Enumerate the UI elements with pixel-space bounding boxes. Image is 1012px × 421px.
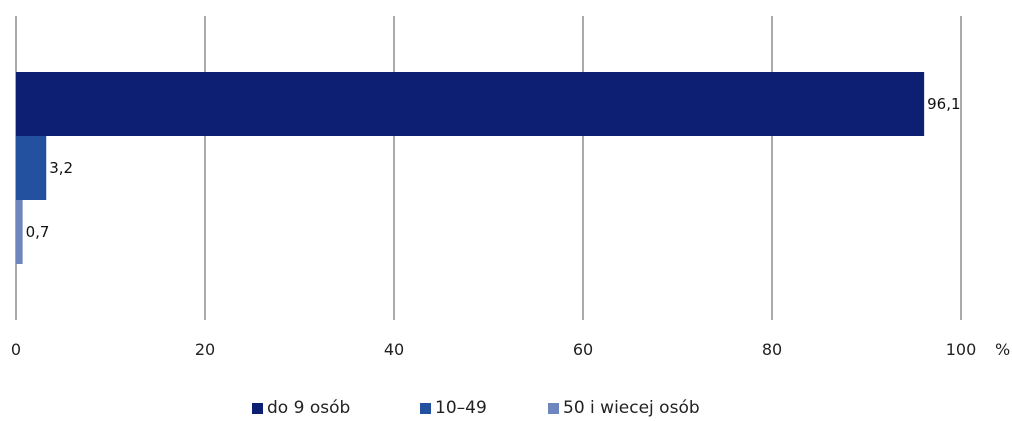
x-axis-ticks: 0 20 40 60 80 100 (11, 340, 976, 359)
legend-label-series-1: do 9 osób (267, 398, 351, 418)
bar-series-3 (16, 200, 23, 264)
data-label-series-2: 3,2 (49, 159, 73, 177)
legend-swatch-series-1 (252, 402, 263, 414)
legend-item-series-1: do 9 osób (252, 398, 350, 418)
x-tick-label-60: 60 (573, 340, 593, 359)
bar-chart: 96,1 3,2 0,7 0 20 40 60 80 100 % (11, 16, 1010, 359)
x-tick-label-40: 40 (384, 340, 404, 359)
legend-item-series-2: 10–49 (420, 398, 487, 418)
x-tick-label-100: 100 (946, 340, 977, 359)
data-labels: 96,1 3,2 0,7 (26, 95, 961, 241)
legend-label-series-2: 10–49 (435, 398, 487, 418)
bars (16, 72, 925, 264)
gridlines (15, 16, 962, 320)
data-label-series-1: 96,1 (927, 95, 960, 113)
x-tick-label-0: 0 (11, 340, 21, 359)
bar-series-2 (16, 136, 47, 200)
x-axis-unit: % (995, 340, 1010, 359)
bar-series-1 (16, 72, 925, 136)
legend: do 9 osób 10–49 50 i wiecej osób (0, 398, 1012, 420)
data-label-series-3: 0,7 (26, 223, 50, 241)
legend-swatch-series-3 (548, 402, 559, 414)
legend-swatch-series-2 (420, 402, 431, 414)
legend-item-series-3: 50 i wiecej osób (548, 398, 700, 418)
legend-label-series-3: 50 i wiecej osób (563, 398, 700, 418)
x-tick-label-20: 20 (195, 340, 215, 359)
x-tick-label-80: 80 (762, 340, 782, 359)
